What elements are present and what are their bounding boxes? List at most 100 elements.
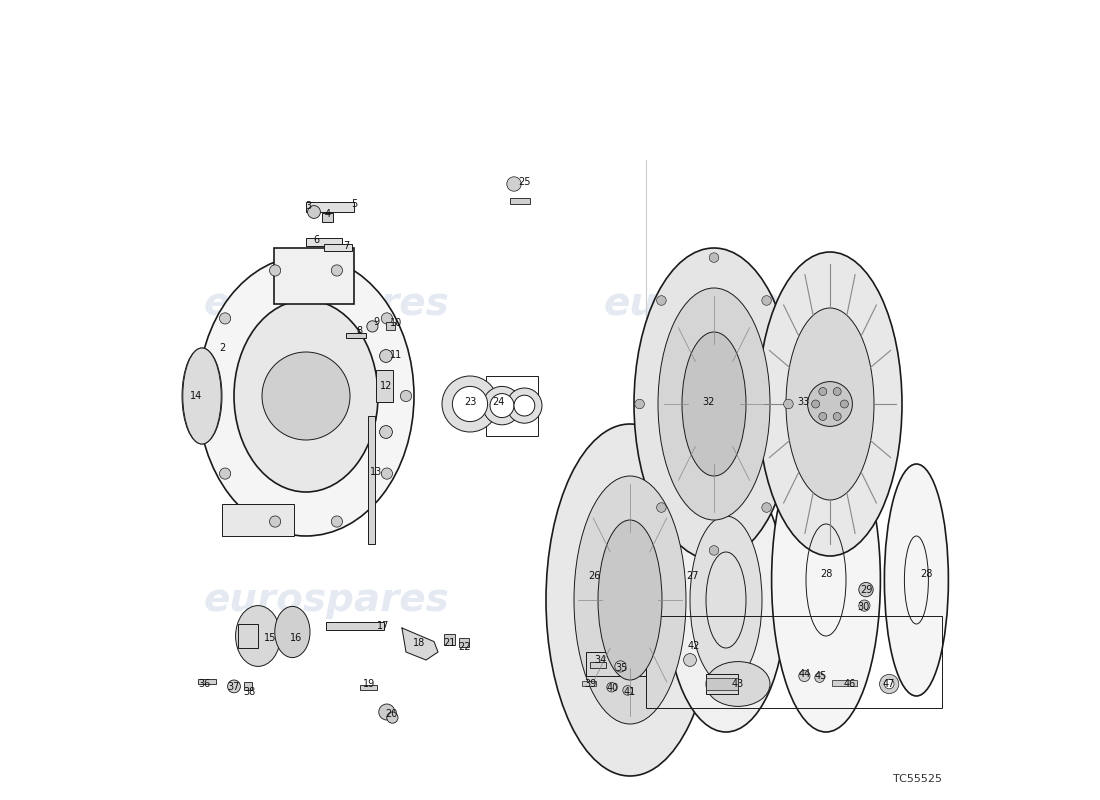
Text: 35: 35 (615, 663, 627, 673)
Circle shape (615, 661, 626, 672)
Circle shape (818, 413, 827, 421)
Circle shape (220, 313, 231, 324)
Text: 28: 28 (820, 569, 833, 578)
Text: eurospares: eurospares (603, 581, 849, 619)
Bar (459, 638, 470, 647)
Circle shape (859, 600, 870, 611)
Circle shape (366, 321, 378, 332)
Text: 6: 6 (314, 235, 319, 245)
Circle shape (490, 394, 514, 418)
Ellipse shape (682, 332, 746, 476)
Ellipse shape (182, 348, 222, 444)
Circle shape (799, 670, 810, 682)
Circle shape (270, 516, 280, 527)
Bar (324, 244, 352, 251)
Text: 25: 25 (518, 177, 530, 186)
Ellipse shape (658, 288, 770, 520)
Circle shape (442, 376, 498, 432)
Ellipse shape (884, 464, 948, 696)
Ellipse shape (275, 606, 310, 658)
Bar (386, 322, 395, 330)
Text: TC55525: TC55525 (893, 774, 942, 784)
Circle shape (379, 426, 393, 438)
Ellipse shape (183, 348, 221, 444)
Circle shape (884, 679, 894, 689)
Circle shape (228, 680, 241, 693)
Text: 30: 30 (858, 602, 870, 612)
Circle shape (859, 582, 873, 597)
Ellipse shape (634, 248, 794, 560)
Text: 29: 29 (860, 586, 872, 595)
Circle shape (657, 502, 667, 512)
Circle shape (683, 654, 696, 666)
Circle shape (270, 265, 280, 276)
Ellipse shape (235, 606, 280, 666)
Circle shape (833, 413, 842, 421)
Bar (346, 333, 366, 338)
Text: 45: 45 (814, 671, 826, 681)
Circle shape (833, 387, 842, 395)
Ellipse shape (598, 520, 662, 680)
Bar (222, 504, 294, 536)
Circle shape (762, 296, 771, 306)
Bar (586, 652, 646, 676)
Text: 41: 41 (624, 687, 636, 697)
Text: 20: 20 (385, 710, 398, 719)
Bar (832, 680, 857, 686)
Circle shape (762, 502, 771, 512)
Text: 23: 23 (464, 398, 476, 407)
Ellipse shape (198, 256, 414, 536)
Circle shape (815, 673, 824, 682)
Ellipse shape (234, 300, 378, 492)
Text: 39: 39 (584, 679, 596, 689)
Text: eurospares: eurospares (603, 285, 849, 323)
Text: 10: 10 (390, 318, 403, 328)
Text: 12: 12 (379, 382, 393, 391)
Circle shape (378, 704, 395, 720)
Circle shape (308, 206, 320, 218)
Text: 17: 17 (377, 622, 389, 631)
Text: 11: 11 (389, 350, 402, 360)
Ellipse shape (546, 424, 714, 776)
Bar (238, 624, 258, 648)
Circle shape (710, 253, 718, 262)
Bar (326, 622, 384, 630)
Bar (322, 213, 333, 222)
Circle shape (623, 686, 632, 695)
Bar (486, 376, 538, 436)
Text: 33: 33 (798, 398, 810, 407)
Circle shape (382, 468, 393, 479)
Circle shape (507, 388, 542, 423)
Bar (306, 238, 342, 246)
Circle shape (382, 313, 393, 324)
Text: 27: 27 (686, 571, 698, 581)
Circle shape (807, 382, 852, 426)
Circle shape (657, 296, 667, 306)
Circle shape (200, 390, 211, 402)
Text: 7: 7 (343, 242, 349, 251)
Text: 3: 3 (306, 202, 311, 211)
Circle shape (840, 400, 848, 408)
Bar (706, 674, 738, 694)
Text: 13: 13 (371, 467, 383, 477)
Bar (375, 370, 393, 402)
Circle shape (507, 177, 521, 191)
Text: 42: 42 (688, 642, 701, 651)
Circle shape (607, 682, 616, 692)
Circle shape (331, 516, 342, 527)
Text: 5: 5 (351, 199, 358, 209)
Circle shape (880, 674, 899, 694)
Text: eurospares: eurospares (204, 581, 449, 619)
Circle shape (331, 265, 342, 276)
Text: 46: 46 (844, 679, 856, 689)
Bar (244, 682, 252, 690)
Text: 37: 37 (227, 682, 240, 692)
Circle shape (262, 352, 350, 440)
Text: eurospares: eurospares (204, 285, 449, 323)
Bar (306, 202, 354, 212)
Text: 14: 14 (189, 391, 201, 401)
Text: 32: 32 (702, 398, 715, 407)
Text: 28: 28 (920, 569, 932, 578)
Text: 40: 40 (606, 683, 618, 693)
Text: 21: 21 (443, 638, 455, 648)
